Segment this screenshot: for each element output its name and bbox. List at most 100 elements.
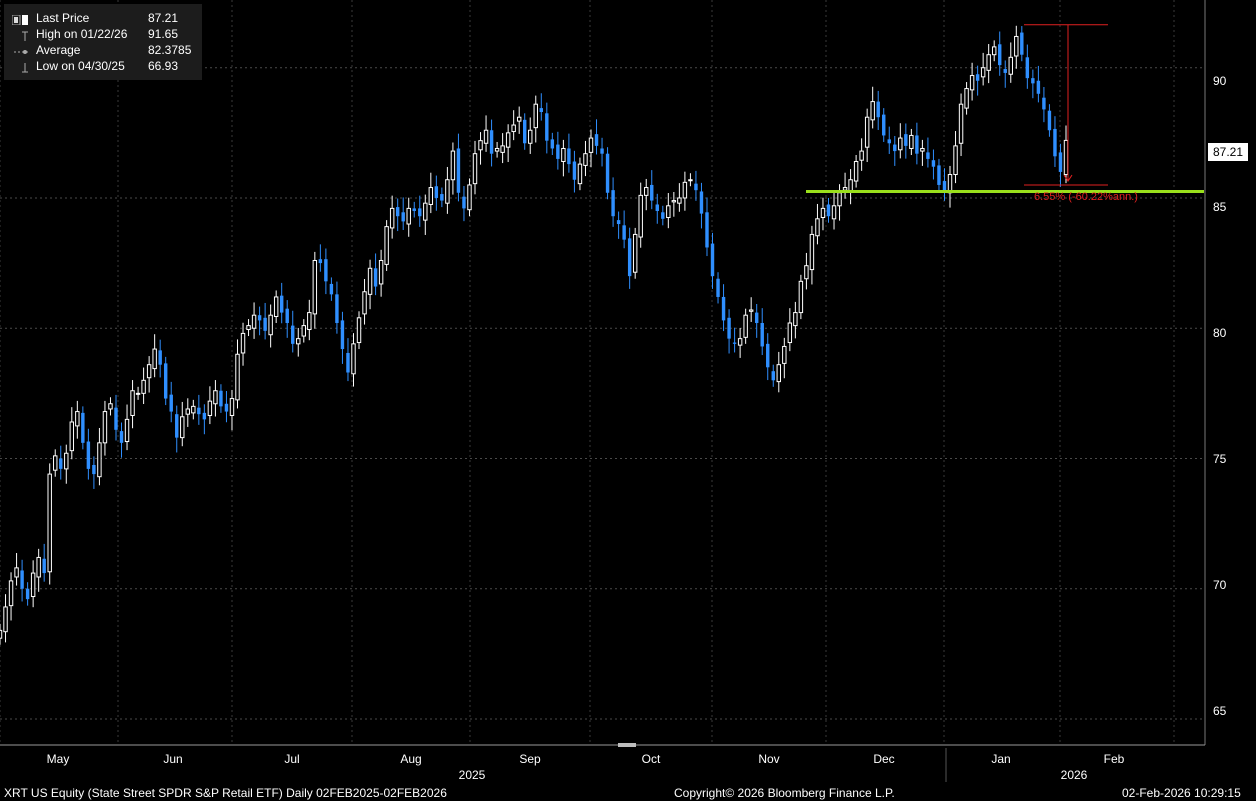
candle-body-down (998, 44, 1002, 66)
candle-body-up (146, 364, 152, 379)
candle-body-down (539, 108, 543, 113)
candle-body-up (870, 101, 875, 121)
candle-body-up (809, 233, 815, 271)
scroll-handle (618, 743, 636, 747)
candle-body-up (268, 314, 273, 336)
candle-body-up (191, 405, 196, 414)
candle-body-down (600, 148, 604, 154)
candle-body-down (263, 317, 267, 331)
candle-body-up (588, 137, 594, 153)
legend-last-value: 87.21 (148, 11, 179, 25)
candle-body-up (130, 390, 135, 416)
candle-body-down (346, 352, 350, 373)
footer-ticker: XRT US Equity (State Street SPDR S&P Ret… (4, 786, 447, 800)
candle-body-up (273, 296, 279, 317)
x-month-label: Sep (519, 752, 541, 766)
candle-body-down (594, 134, 599, 146)
candle-body-down (661, 212, 665, 219)
candle-body-up (561, 147, 566, 163)
candle-body-up (644, 187, 649, 196)
y-tick-label: 70 (1213, 578, 1227, 592)
candle-body-down (655, 204, 659, 211)
x-month-label: Nov (758, 752, 780, 766)
candle-body-up (666, 205, 671, 219)
candle-body-down (318, 259, 323, 264)
candle-body-down (904, 134, 908, 146)
candle-body-down (694, 183, 698, 191)
candle-body-up (516, 116, 522, 122)
candle-body-down (395, 207, 400, 217)
candle-body-down (418, 208, 422, 217)
x-month-label: Feb (1103, 752, 1125, 766)
measure-arrow-icon (1063, 174, 1073, 182)
candle-body-up (848, 179, 853, 192)
candle-body-down (335, 294, 339, 324)
candle-body-up (185, 408, 191, 415)
candle-body-up (235, 353, 240, 401)
candle-body-down (1042, 97, 1046, 110)
candle-body-up (207, 400, 213, 416)
candle-body-up (406, 207, 411, 225)
candle-body-down (1003, 69, 1007, 73)
candle-body-up (831, 205, 837, 220)
candle-body-up (743, 314, 748, 338)
legend: Last Price 87.21 High on 01/22/26 91.65 … (4, 4, 202, 80)
candle-body-up (969, 75, 975, 91)
y-tick-label: 75 (1213, 452, 1227, 466)
candle-body-down (926, 152, 930, 159)
x-month-label: Dec (873, 752, 895, 766)
candle-body-down (766, 343, 770, 368)
low-marker-icon (12, 61, 28, 73)
candle-body-up (36, 556, 41, 578)
measure-annotation: 6.55% (-60.22%ann.) (1034, 191, 1138, 203)
candle-body-up (682, 181, 688, 199)
candle-body-up (30, 572, 36, 598)
candle-body-down (616, 220, 621, 225)
candle-body-down (440, 194, 444, 201)
candle-body-down (611, 190, 615, 217)
candle-body-up (124, 418, 130, 443)
legend-low-label: Low on 04/30/25 (36, 59, 125, 73)
candle-body-down (876, 101, 880, 118)
candle-body-down (1058, 152, 1063, 172)
candle-body-up (141, 379, 146, 394)
footer-copyright: Copyright© 2026 Bloomberg Finance L.P. (674, 786, 895, 800)
candle-body-up (494, 147, 500, 152)
candle-body-down (462, 196, 466, 209)
candle-body-down (1036, 80, 1041, 94)
candle-body-down (1031, 78, 1035, 84)
candle-body-down (197, 407, 201, 415)
candle-body-down (699, 191, 704, 214)
candle-body-up (782, 345, 787, 364)
candle-body-down (25, 588, 30, 600)
candle-body-up (0, 629, 3, 639)
candle-body-up (638, 194, 643, 238)
legend-last: Last Price 87.21 (4, 10, 202, 26)
candle-body-up (483, 129, 489, 144)
candle-body-up (472, 153, 478, 185)
candle-body-down (401, 212, 405, 222)
candle-body-up (102, 411, 108, 444)
candle-body-up (748, 309, 754, 312)
candle-body-up (798, 280, 804, 314)
x-month-label: Jul (284, 752, 300, 766)
candle-body-down (81, 412, 85, 443)
candle-body-down (285, 308, 289, 324)
candle-body-down (937, 165, 941, 185)
candle-body-down (705, 212, 709, 248)
candle-body-down (373, 268, 378, 287)
candle-body-down (556, 144, 560, 159)
candle-body-up (307, 312, 312, 331)
candle-body-up (688, 179, 693, 182)
candle-body-up (837, 192, 842, 207)
candle-body-up (505, 132, 511, 148)
candle-body-down (760, 323, 764, 347)
grid (0, 0, 1206, 745)
last-price-icon (11, 13, 32, 26)
candle-body-down (567, 148, 571, 165)
candle-body-down (340, 320, 345, 350)
candle-body-down (169, 394, 173, 412)
candle-body-up (423, 202, 428, 221)
candle-body-up (362, 291, 367, 315)
